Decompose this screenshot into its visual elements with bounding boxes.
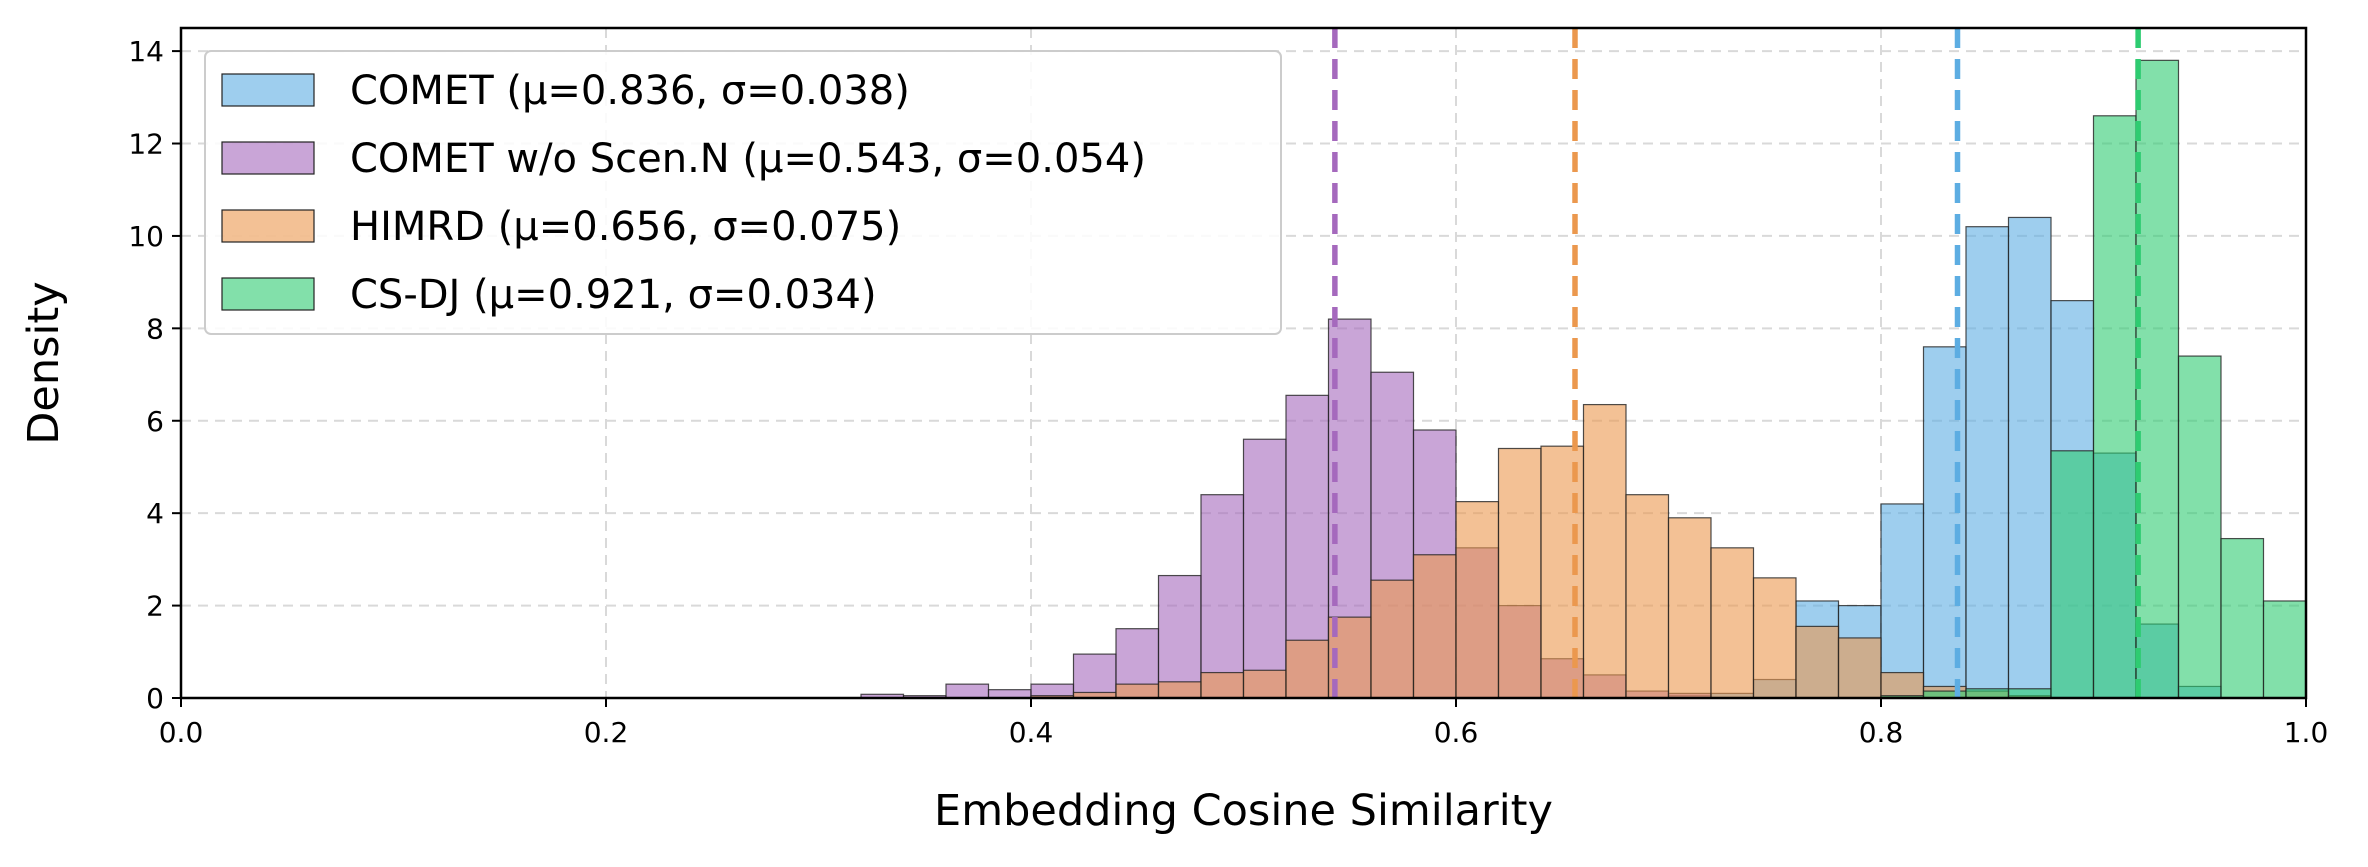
bar: [945, 683, 990, 699]
y-axis-label: Density: [19, 281, 69, 444]
bar: [2050, 450, 2095, 699]
bar: [1752, 577, 1797, 699]
plot-frame: [179, 26, 2308, 700]
bar: [2220, 537, 2265, 699]
y-tick-label: 4: [146, 497, 164, 530]
y-tick-label: 8: [146, 312, 164, 345]
bar: [1965, 688, 2010, 699]
x-tick-label: 0.8: [1859, 716, 1904, 749]
bar: [1880, 503, 1925, 699]
bar: [1200, 671, 1245, 699]
legend-label: CS-DJ (μ=0.921, σ=0.034): [350, 272, 877, 318]
bar: [1157, 681, 1202, 699]
bar: [1412, 554, 1457, 699]
legend-label: HIMRD (μ=0.656, σ=0.075): [350, 204, 901, 250]
legend-swatch: [221, 209, 315, 243]
bar: [2007, 688, 2052, 699]
bar: [2007, 216, 2052, 699]
bar: [1370, 579, 1415, 699]
bar: [1157, 574, 1202, 699]
y-tick-label: 12: [128, 128, 164, 161]
bar: [1497, 447, 1542, 699]
bar: [1880, 671, 1925, 699]
axis-ticks: 0.0 0.2 0.4 0.6 0.8 1.0 0 2 4 6 8 10 12 14: [128, 35, 2328, 749]
x-tick-label: 0.4: [1009, 716, 1054, 749]
bar: [2177, 355, 2222, 699]
bar: [1242, 438, 1287, 699]
bar: [1242, 669, 1287, 699]
mean-lines: [1332, 28, 2141, 698]
y-tick-label: 10: [128, 220, 164, 253]
bar: [1795, 625, 1840, 699]
legend-swatch: [221, 277, 315, 311]
bar: [1115, 683, 1160, 699]
bar: [2135, 59, 2180, 699]
bar: [1922, 346, 1967, 699]
bar: [1200, 494, 1245, 699]
y-tick-label: 2: [146, 590, 164, 623]
bar: [2092, 115, 2137, 699]
x-tick-label: 0.6: [1434, 716, 1479, 749]
bar: [1965, 226, 2010, 699]
y-tick-label: 6: [146, 405, 164, 438]
legend: COMET (μ=0.836, σ=0.038) COMET w/o Scen.N…: [204, 50, 1282, 335]
bar: [1072, 653, 1117, 699]
bar: [1625, 494, 1670, 699]
legend-swatch: [221, 73, 315, 107]
x-axis-label: Embedding Cosine Similarity: [934, 786, 1553, 836]
bar: [1837, 637, 1882, 699]
legend-swatch: [221, 141, 315, 175]
bar: [1710, 547, 1755, 699]
legend-frame: [204, 50, 1282, 335]
histogram-bars: [860, 59, 2307, 699]
bar: [1667, 517, 1712, 699]
y-tick-label: 14: [128, 35, 164, 68]
x-tick-label: 0.0: [159, 716, 204, 749]
y-tick-label: 0: [146, 682, 164, 715]
bar: [1285, 639, 1330, 699]
legend-label: COMET (μ=0.836, σ=0.038): [350, 68, 910, 114]
x-tick-label: 0.2: [584, 716, 629, 749]
x-tick-label: 1.0: [2284, 716, 2329, 749]
bar: [1582, 403, 1627, 699]
bar: [2262, 600, 2307, 699]
bar: [1455, 501, 1500, 699]
legend-label: COMET w/o Scen.N (μ=0.543, σ=0.054): [350, 136, 1146, 182]
